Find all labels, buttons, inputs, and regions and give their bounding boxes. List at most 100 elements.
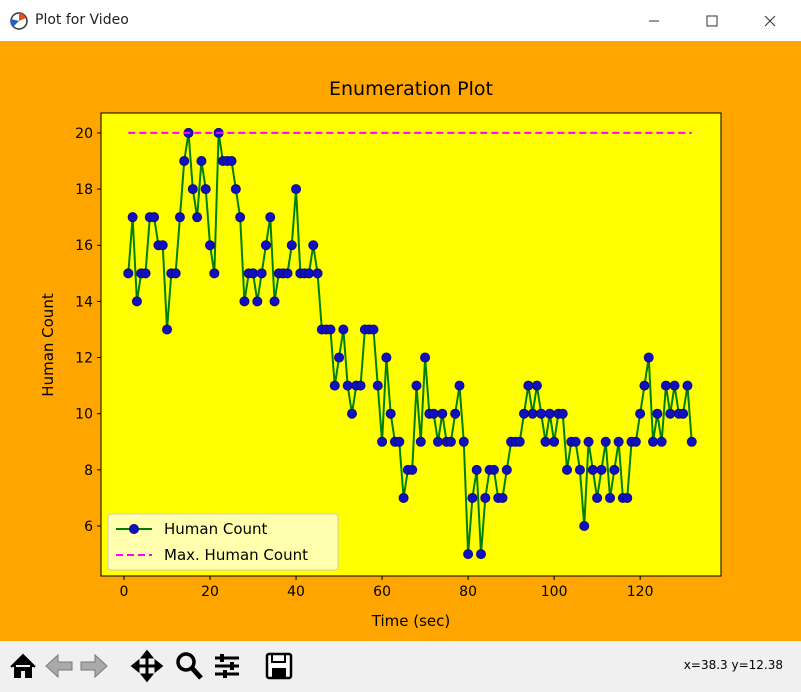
data-point xyxy=(648,436,659,447)
data-point xyxy=(579,521,590,532)
y-tick-label: 18 xyxy=(75,182,93,198)
minimize-button[interactable] xyxy=(625,0,683,41)
data-point xyxy=(157,240,168,251)
data-point xyxy=(428,408,439,419)
x-tick-label: 0 xyxy=(120,584,129,600)
data-point xyxy=(248,268,259,279)
data-point xyxy=(205,240,216,251)
data-point xyxy=(192,212,203,223)
plot-frame xyxy=(100,112,722,577)
x-tick-label: 80 xyxy=(459,584,477,600)
data-point xyxy=(265,212,276,223)
toolbar: x=38.3 y=12.38 xyxy=(0,641,801,692)
data-point xyxy=(325,324,336,335)
data-point xyxy=(630,436,641,447)
data-point xyxy=(531,380,542,391)
data-point xyxy=(372,380,383,391)
data-point xyxy=(613,436,624,447)
title-bar: Plot for Video xyxy=(0,0,801,41)
y-tick-label: 16 xyxy=(75,238,93,254)
forward-button[interactable] xyxy=(77,649,111,683)
data-point xyxy=(562,464,573,475)
data-point xyxy=(239,296,250,307)
configure-button[interactable] xyxy=(210,649,244,683)
x-tick-label: 60 xyxy=(373,584,391,600)
data-point xyxy=(501,464,512,475)
data-point xyxy=(592,492,603,503)
data-point xyxy=(686,436,697,447)
chart-title: Enumeration Plot xyxy=(329,78,493,100)
data-point xyxy=(514,436,525,447)
plot-area xyxy=(101,113,721,576)
data-point xyxy=(420,352,431,363)
y-axis-label: Human Count xyxy=(39,293,57,397)
data-point xyxy=(682,380,693,391)
data-point xyxy=(527,408,538,419)
data-point xyxy=(140,268,151,279)
data-point xyxy=(432,436,443,447)
pan-button[interactable] xyxy=(130,649,164,683)
data-point xyxy=(394,436,405,447)
home-button[interactable] xyxy=(6,649,40,683)
data-point xyxy=(471,464,482,475)
data-point xyxy=(480,492,491,503)
y-tick-label: 20 xyxy=(75,126,93,142)
maximize-button[interactable] xyxy=(683,0,741,41)
data-point xyxy=(476,549,486,560)
data-point xyxy=(570,436,581,447)
data-point xyxy=(123,268,134,279)
zoom-button[interactable] xyxy=(172,649,206,683)
y-tick-label: 14 xyxy=(75,294,93,310)
data-point xyxy=(450,408,461,419)
data-point xyxy=(587,464,598,475)
data-point xyxy=(131,296,142,307)
x-tick-label: 120 xyxy=(627,584,654,600)
data-point xyxy=(544,408,555,419)
data-point xyxy=(622,492,633,503)
data-point xyxy=(338,324,349,335)
data-point xyxy=(437,408,448,419)
back-button[interactable] xyxy=(42,649,76,683)
data-point xyxy=(669,380,680,391)
data-point xyxy=(286,240,297,251)
data-point xyxy=(256,268,267,279)
data-point xyxy=(355,380,366,391)
x-tick-label: 40 xyxy=(287,584,305,600)
data-point xyxy=(583,436,594,447)
data-point xyxy=(519,408,530,419)
data-point xyxy=(605,492,616,503)
data-point xyxy=(454,380,465,391)
data-point xyxy=(162,324,173,335)
data-point xyxy=(381,352,392,363)
data-point xyxy=(187,184,198,195)
data-point xyxy=(407,464,418,475)
data-point xyxy=(574,464,585,475)
data-point xyxy=(411,380,422,391)
close-button[interactable] xyxy=(741,0,799,41)
data-point xyxy=(660,380,671,391)
data-point xyxy=(200,184,211,195)
save-button[interactable] xyxy=(262,649,296,683)
data-point xyxy=(209,268,220,279)
data-point xyxy=(536,408,547,419)
window-title: Plot for Video xyxy=(35,12,129,28)
data-point xyxy=(445,436,456,447)
data-point xyxy=(174,212,185,223)
data-point xyxy=(596,464,607,475)
legend: Human Count Max. Human Count xyxy=(107,513,339,571)
data-point xyxy=(127,212,138,223)
data-point xyxy=(170,268,181,279)
x-axis-label: Time (sec) xyxy=(371,612,450,630)
data-point xyxy=(665,408,676,419)
y-tick-label: 8 xyxy=(84,463,93,479)
data-point xyxy=(329,380,340,391)
data-point xyxy=(230,184,241,195)
data-point xyxy=(260,240,271,251)
data-point xyxy=(639,380,650,391)
data-point xyxy=(196,156,207,167)
legend-box xyxy=(107,513,339,571)
y-tick-label: 6 xyxy=(84,519,93,535)
data-point xyxy=(488,464,499,475)
status-text: x=38.3 y=12.38 xyxy=(683,658,783,672)
